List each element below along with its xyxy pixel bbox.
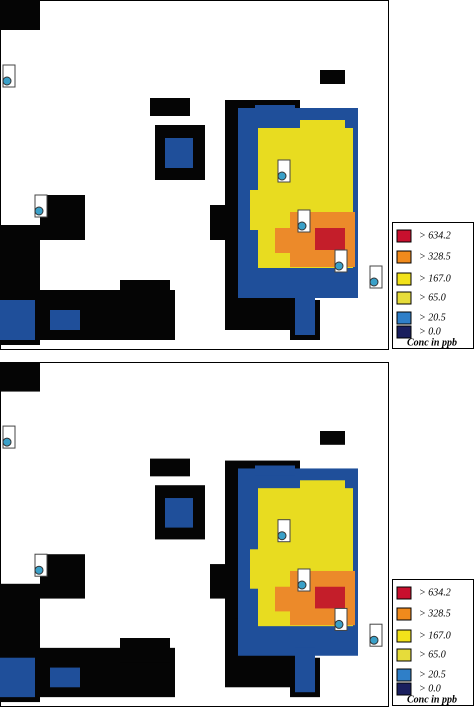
legend-swatch: [396, 311, 412, 325]
legend-label: > 328.5: [419, 251, 451, 262]
map-panel: > 634.2 > 328.5 > 167.0 > 65.0 > 20.5 > 0.0Co…: [0, 0, 474, 350]
plume-zone: [275, 228, 295, 253]
building-icon: [34, 206, 44, 216]
plume-zone: [300, 480, 345, 500]
legend-label: > 0.0: [419, 683, 441, 694]
legend-swatch: [396, 325, 412, 339]
legend-label: > 0.0: [419, 326, 441, 337]
plume-zone: [255, 465, 295, 476]
plume-zone: [150, 98, 190, 116]
map-panel: > 634.2 > 328.5 > 167.0 > 65.0 > 20.5 > 0.0Co…: [0, 362, 474, 707]
plume-zone: [320, 70, 345, 84]
legend-label: > 20.5: [419, 669, 446, 680]
building-icon: [34, 565, 44, 575]
legend-label: > 634.2: [419, 230, 451, 241]
plume-zone: [150, 458, 190, 477]
plume-zone: [295, 290, 315, 335]
plume-zone: [320, 431, 345, 445]
legend-caption: Conc in ppb: [407, 694, 457, 705]
plume-zone: [120, 638, 170, 663]
legend: > 634.2 > 328.5 > 167.0 > 65.0 > 20.5 > 0.0Co…: [392, 579, 474, 706]
legend-label: > 65.0: [419, 292, 446, 303]
legend-swatch: [396, 272, 412, 286]
legend-label: > 167.0: [419, 630, 451, 641]
legend-swatch: [396, 607, 412, 621]
legend-swatch: [396, 668, 412, 682]
building-icon: [297, 221, 307, 231]
plume-zone: [315, 228, 345, 250]
legend-swatch: [396, 229, 412, 243]
legend-label: > 65.0: [419, 649, 446, 660]
plume-zone: [315, 586, 345, 609]
building-icon: [369, 277, 379, 287]
plume-zone: [0, 362, 40, 392]
building-icon: [2, 437, 12, 447]
building-icon: [334, 619, 344, 629]
legend-swatch: [396, 648, 412, 662]
building-icon: [297, 580, 307, 590]
plume-zone: [50, 667, 80, 688]
plume-zone: [0, 657, 35, 698]
plume-zone: [120, 280, 170, 305]
legend-label: > 328.5: [419, 608, 451, 619]
plume-zone: [250, 549, 280, 589]
plume-zone: [255, 105, 295, 115]
plume-zone: [50, 310, 80, 330]
plume-zone: [165, 498, 193, 528]
legend-caption: Conc in ppb: [407, 337, 457, 348]
building-icon: [277, 171, 287, 181]
plume-zone: [275, 586, 295, 612]
building-icon: [2, 76, 12, 86]
legend: > 634.2 > 328.5 > 167.0 > 65.0 > 20.5 > 0.0Co…: [392, 222, 474, 349]
legend-swatch: [396, 586, 412, 600]
building-icon: [277, 531, 287, 541]
plume-zone: [0, 0, 40, 30]
legend-swatch: [396, 682, 412, 696]
plume-zone: [250, 190, 280, 230]
plume-zone: [165, 138, 193, 168]
plume-zone: [295, 647, 315, 693]
legend-label: > 167.0: [419, 273, 451, 284]
building-icon: [334, 261, 344, 271]
plume-zone: [300, 120, 345, 140]
legend-swatch: [396, 291, 412, 305]
legend-label: > 634.2: [419, 587, 451, 598]
building-icon: [369, 635, 379, 645]
legend-swatch: [396, 629, 412, 643]
legend-swatch: [396, 250, 412, 264]
plume-zone: [0, 300, 35, 340]
legend-label: > 20.5: [419, 312, 446, 323]
